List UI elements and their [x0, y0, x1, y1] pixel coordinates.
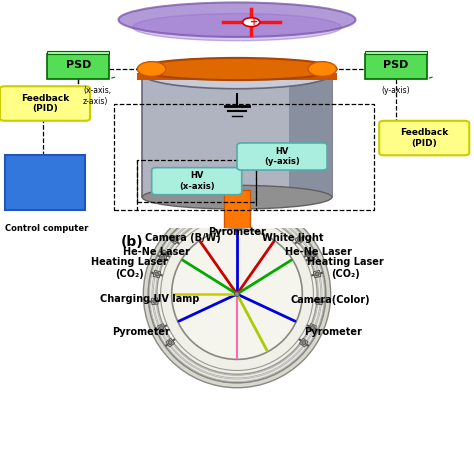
Text: He-Ne Laser: He-Ne Laser — [285, 247, 352, 257]
Circle shape — [155, 272, 159, 276]
Bar — [365, 51, 427, 54]
Bar — [153, 270, 161, 278]
Bar — [276, 69, 293, 79]
Circle shape — [310, 326, 314, 329]
Text: (y-axis): (y-axis) — [382, 86, 410, 95]
Bar — [307, 254, 315, 262]
Text: Pyrometer: Pyrometer — [112, 327, 170, 337]
Ellipse shape — [118, 2, 356, 37]
Circle shape — [168, 341, 172, 345]
Bar — [305, 250, 313, 258]
Circle shape — [160, 326, 164, 329]
Circle shape — [307, 252, 311, 256]
Bar — [151, 298, 158, 305]
Text: PSD: PSD — [383, 60, 409, 70]
Bar — [170, 236, 179, 244]
Bar — [295, 236, 304, 244]
Circle shape — [227, 210, 230, 214]
Bar — [316, 298, 323, 305]
Bar — [256, 211, 264, 219]
Circle shape — [161, 218, 313, 371]
Text: PSD: PSD — [65, 60, 91, 70]
Bar — [166, 338, 174, 347]
Circle shape — [317, 299, 321, 303]
Circle shape — [297, 238, 301, 242]
Text: White light: White light — [262, 233, 323, 243]
Circle shape — [235, 292, 239, 297]
Bar — [272, 217, 280, 225]
FancyBboxPatch shape — [47, 54, 109, 79]
Circle shape — [195, 220, 199, 224]
Circle shape — [309, 256, 313, 260]
Circle shape — [153, 299, 157, 303]
Text: Pyrometer: Pyrometer — [304, 327, 362, 337]
Text: Feedback
(PID): Feedback (PID) — [21, 94, 69, 113]
FancyBboxPatch shape — [152, 168, 242, 195]
Bar — [225, 209, 232, 215]
Text: +: + — [249, 17, 258, 27]
Circle shape — [161, 256, 165, 260]
Bar — [309, 324, 317, 332]
Bar — [289, 74, 332, 197]
Text: Pyrometer: Pyrometer — [208, 228, 266, 237]
Bar — [313, 270, 321, 278]
FancyBboxPatch shape — [365, 54, 427, 79]
Text: Feedback
(PID): Feedback (PID) — [400, 128, 448, 148]
Text: (b): (b) — [121, 235, 144, 249]
Text: (x-axis,
z-axis): (x-axis, z-axis) — [83, 86, 111, 106]
Circle shape — [274, 219, 278, 223]
Text: HV
(y-axis): HV (y-axis) — [264, 147, 300, 166]
Bar — [142, 74, 332, 197]
Text: He-Ne Laser: He-Ne Laser — [123, 247, 191, 257]
Circle shape — [137, 62, 166, 76]
Text: Camera (B/W): Camera (B/W) — [145, 233, 221, 243]
Ellipse shape — [142, 185, 332, 209]
Bar — [209, 211, 217, 219]
Text: Control computer: Control computer — [5, 224, 88, 233]
Bar — [228, 69, 246, 79]
Circle shape — [302, 341, 306, 345]
Bar — [47, 51, 109, 54]
Circle shape — [143, 201, 331, 388]
Circle shape — [172, 229, 302, 359]
Bar — [300, 338, 308, 347]
FancyBboxPatch shape — [379, 121, 469, 155]
Circle shape — [148, 205, 326, 383]
Circle shape — [163, 252, 167, 256]
Bar — [242, 209, 249, 215]
Bar — [193, 218, 201, 226]
FancyArrowPatch shape — [112, 77, 115, 78]
Text: HV
(x-axis): HV (x-axis) — [179, 172, 215, 191]
FancyArrowPatch shape — [429, 77, 432, 78]
Circle shape — [244, 210, 247, 214]
Circle shape — [315, 272, 319, 276]
Bar — [181, 69, 198, 79]
FancyBboxPatch shape — [5, 155, 85, 210]
Text: Camera(Color): Camera(Color) — [291, 295, 370, 305]
Bar — [137, 73, 337, 80]
Bar — [157, 324, 165, 332]
Ellipse shape — [133, 14, 341, 41]
Text: Heating Laser
(CO₂): Heating Laser (CO₂) — [307, 257, 384, 279]
Ellipse shape — [142, 59, 332, 89]
Text: Charging UV lamp: Charging UV lamp — [100, 294, 199, 304]
FancyBboxPatch shape — [237, 143, 327, 170]
Bar — [161, 250, 169, 258]
Circle shape — [157, 214, 317, 374]
Circle shape — [258, 213, 262, 217]
Circle shape — [243, 18, 260, 27]
Circle shape — [173, 238, 177, 242]
Text: Heating Laser
(CO₂): Heating Laser (CO₂) — [91, 257, 168, 279]
Bar — [159, 254, 167, 262]
Bar — [224, 190, 250, 251]
Ellipse shape — [137, 58, 337, 80]
Circle shape — [211, 213, 215, 217]
FancyBboxPatch shape — [0, 86, 90, 121]
Circle shape — [308, 62, 337, 76]
